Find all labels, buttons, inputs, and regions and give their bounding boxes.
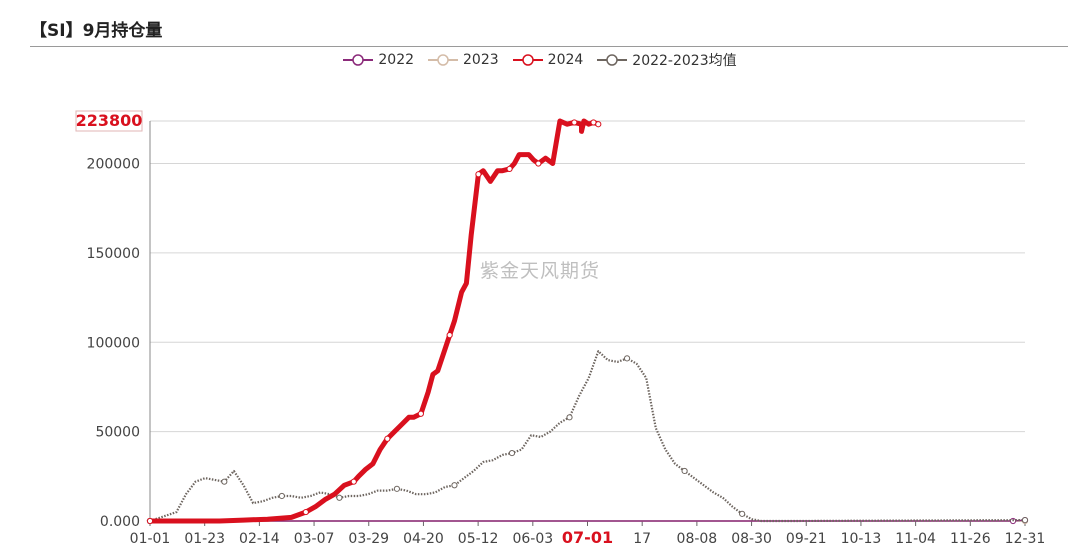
legend-label-2022: 2022 (378, 52, 415, 68)
y-max-label: 223800 (76, 111, 143, 130)
data-point-2024 (506, 165, 513, 172)
legend-item-avg[interactable]: 2022-2023均值 (597, 50, 737, 70)
x-tick-label: 08-08 (677, 531, 718, 547)
x-tick-label: 03-29 (348, 531, 389, 547)
data-point-2024 (146, 517, 154, 525)
x-tick-label-highlight: 07-01 (562, 528, 613, 547)
data-point-avg (566, 414, 573, 421)
x-tick-label: 12-31 (1005, 531, 1046, 547)
data-point-avg (393, 485, 401, 492)
data-point-avg (681, 467, 688, 475)
series-line-2024 (150, 118, 600, 524)
data-point-2024 (535, 160, 542, 167)
data-point-2024 (302, 508, 309, 516)
x-tick-label: 08-30 (731, 531, 772, 547)
watermark: 紫金天风期货 (480, 260, 601, 282)
legend-label-avg: 2022-2023均值 (632, 53, 737, 69)
y-tick-label: 150000 (87, 246, 140, 262)
legend-marker-2022 (343, 54, 374, 66)
title-divider (30, 46, 1068, 47)
x-tick-label: 09-21 (786, 531, 827, 547)
x-tick-label: 03-07 (294, 531, 335, 547)
data-point-2024 (571, 119, 578, 126)
legend: 2022 2023 2024 2022-2023均值 (0, 50, 1080, 70)
legend-label-2024: 2024 (547, 52, 584, 68)
y-tick-label: 200000 (87, 157, 140, 173)
data-point-2024 (446, 332, 453, 339)
y-tick-label: 50000 (95, 425, 140, 441)
x-tick-label: 10-13 (841, 531, 882, 547)
data-point-2024 (350, 478, 357, 485)
data-point-2024 (384, 435, 391, 442)
legend-label-2023: 2023 (463, 52, 499, 68)
legend-item-2022[interactable]: 2022 (343, 50, 414, 70)
x-tick-label: 02-14 (239, 531, 280, 547)
data-point-avg (1021, 517, 1029, 524)
x-tick-label: 11-04 (895, 531, 936, 547)
x-tick-label: 06-03 (512, 531, 553, 547)
legend-marker-2024 (512, 54, 543, 66)
data-point-avg (739, 510, 746, 517)
legend-item-2024[interactable]: 2024 (512, 50, 584, 70)
data-point-2024 (595, 121, 602, 128)
data-point-avg (623, 355, 631, 362)
data-point-2024 (417, 410, 424, 417)
data-point-2024 (475, 171, 482, 178)
data-point-avg (451, 482, 458, 489)
x-tick-label: 05-12 (458, 531, 499, 547)
series-line-avg (149, 350, 1026, 523)
legend-item-2023[interactable]: 2023 (428, 50, 499, 70)
y-tick-label: 100000 (87, 335, 140, 351)
data-point-avg (278, 492, 285, 500)
y-max-label-box (75, 110, 143, 132)
data-point-avg (221, 478, 228, 485)
legend-marker-avg (597, 54, 628, 66)
x-tick-label: 04-20 (403, 531, 444, 547)
x-tick-label: 11-26 (950, 531, 991, 547)
data-point-avg (508, 449, 516, 457)
data-point-avg (336, 494, 343, 501)
x-tick-label: 17 (633, 531, 651, 547)
x-tick-label: 01-23 (184, 531, 225, 547)
x-tick-label: 01-01 (130, 531, 171, 547)
y-tick-label: 0.000 (100, 514, 140, 530)
legend-marker-2023 (428, 54, 459, 66)
chart-title: 【SI】9月持仓量 (30, 21, 163, 41)
